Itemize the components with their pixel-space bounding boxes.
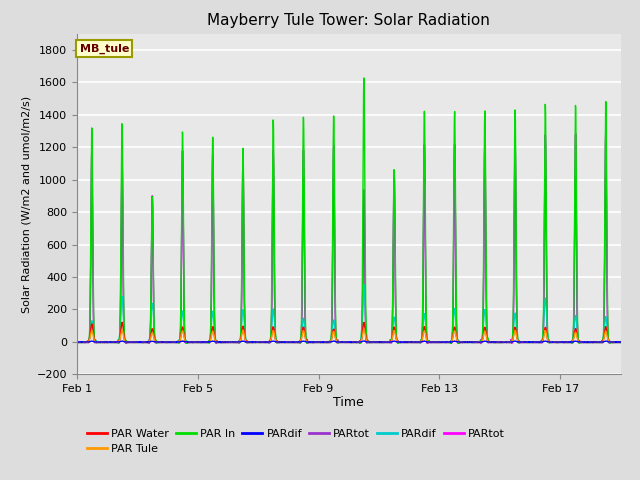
PARtot <box>602 131 610 136</box>
PARdif <box>274 340 282 346</box>
PARdif <box>376 339 383 345</box>
PARtot <box>270 242 278 248</box>
PARtot <box>477 341 484 347</box>
PAR In <box>454 341 462 347</box>
Line: PAR In: PAR In <box>77 78 621 344</box>
PARdif <box>159 339 166 345</box>
PAR Tule <box>360 326 367 332</box>
PAR Water <box>271 330 278 336</box>
Line: PARdif: PARdif <box>77 285 621 343</box>
Text: MB_tule: MB_tule <box>79 44 129 54</box>
PARtot <box>193 339 201 345</box>
Line: PARtot: PARtot <box>77 133 621 344</box>
PAR Tule <box>286 339 294 345</box>
PARtot <box>602 131 610 136</box>
PARtot <box>125 340 133 346</box>
PARdif <box>270 314 278 320</box>
PAR Tule <box>367 339 374 345</box>
Legend: PAR Water, PAR Tule, PAR In, PARdif, PARtot, PARdif, PARtot: PAR Water, PAR Tule, PAR In, PARdif, PAR… <box>83 424 509 459</box>
PARtot <box>153 341 161 347</box>
PARdif <box>367 339 374 345</box>
PARdif <box>270 338 278 344</box>
Line: PAR Water: PAR Water <box>77 322 621 343</box>
PARdif <box>125 339 133 345</box>
PARdif <box>617 339 625 345</box>
PAR Tule <box>159 339 166 345</box>
PARdif <box>360 282 368 288</box>
PARdif <box>125 339 133 345</box>
PAR Tule <box>547 339 555 345</box>
PARtot <box>73 340 81 346</box>
PAR Water <box>73 340 81 346</box>
PARtot <box>159 339 166 345</box>
PARtot <box>366 340 374 346</box>
PAR Water <box>617 339 625 345</box>
PAR In <box>617 340 625 346</box>
PARdif <box>547 339 555 345</box>
Title: Mayberry Tule Tower: Solar Radiation: Mayberry Tule Tower: Solar Radiation <box>207 13 490 28</box>
PAR Water <box>118 319 126 325</box>
PARtot <box>366 339 374 345</box>
PARtot <box>125 339 133 345</box>
PAR Water <box>194 339 202 345</box>
PARdif <box>617 339 625 345</box>
PARtot <box>194 340 202 346</box>
PAR In <box>125 339 133 345</box>
PARdif <box>159 339 166 345</box>
PAR Water <box>244 340 252 346</box>
PARtot <box>547 340 554 346</box>
Line: PARdif: PARdif <box>77 341 621 342</box>
PAR Tule <box>125 339 133 345</box>
PAR Tule <box>193 339 201 345</box>
PAR In <box>73 339 81 345</box>
PARdif <box>73 339 81 345</box>
PARtot <box>159 339 166 345</box>
PAR Water <box>547 339 555 345</box>
PARtot <box>271 270 278 276</box>
Y-axis label: Solar Radiation (W/m2 and umol/m2/s): Solar Radiation (W/m2 and umol/m2/s) <box>21 96 31 312</box>
PAR Water <box>126 339 134 345</box>
PARtot <box>547 340 554 346</box>
PAR In <box>193 339 201 345</box>
PARdif <box>73 339 81 345</box>
PAR Tule <box>270 330 278 336</box>
PAR In <box>360 75 368 81</box>
Line: PARtot: PARtot <box>77 133 621 344</box>
PARdif <box>193 339 201 345</box>
PARdif <box>366 339 374 345</box>
PARdif <box>193 339 201 345</box>
PARtot <box>73 339 81 345</box>
PAR In <box>159 339 166 345</box>
PAR In <box>270 211 278 216</box>
PARdif <box>547 339 555 345</box>
PARtot <box>617 340 625 346</box>
PAR In <box>366 339 374 345</box>
PAR Tule <box>617 339 625 345</box>
PAR In <box>547 339 555 345</box>
PARtot <box>617 339 625 345</box>
PAR Water <box>367 339 374 345</box>
Line: PAR Tule: PAR Tule <box>77 329 621 342</box>
PARdif <box>360 338 367 344</box>
PAR Water <box>159 339 166 345</box>
X-axis label: Time: Time <box>333 396 364 408</box>
PAR Tule <box>73 339 81 345</box>
